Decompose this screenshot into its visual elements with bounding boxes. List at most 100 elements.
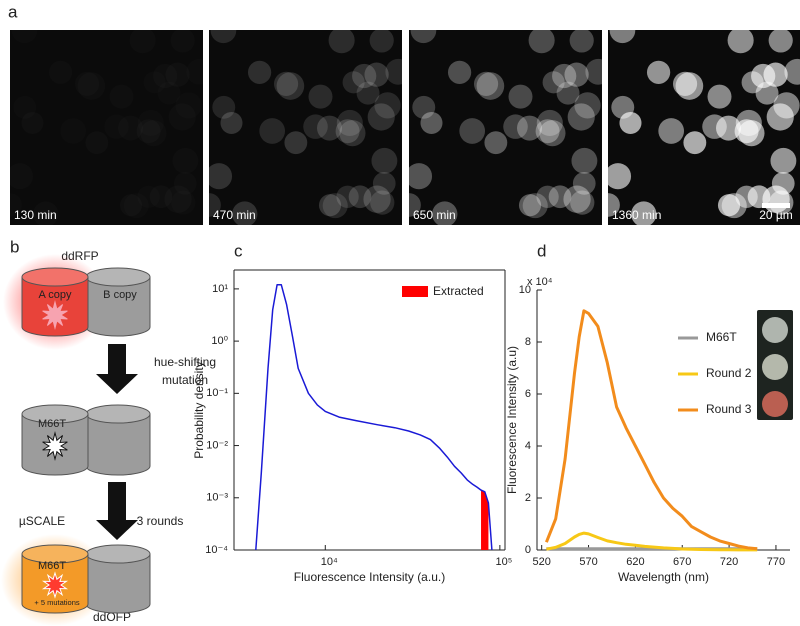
time-label: 130 min (14, 208, 57, 222)
cell (276, 72, 305, 100)
cell (571, 147, 598, 174)
panel-label: c (234, 241, 243, 260)
cell (49, 61, 72, 84)
cell (536, 185, 559, 208)
cell (385, 58, 402, 85)
cell (356, 81, 380, 105)
cell (259, 118, 286, 144)
panel-label: d (537, 241, 546, 260)
x-tick-label: 10⁴ (321, 556, 338, 568)
cell (308, 84, 333, 109)
step-label: mutation (162, 373, 208, 387)
cell (608, 193, 620, 217)
cell (707, 84, 732, 109)
cell (247, 60, 272, 84)
cell (363, 185, 391, 213)
step-label: hue-shifting (154, 355, 216, 369)
cell (755, 81, 779, 105)
cylinder-top (21, 267, 89, 287)
cylinder-top (85, 544, 151, 564)
cell (339, 120, 366, 147)
cell (336, 185, 359, 208)
cylinder-top (85, 267, 151, 287)
method-label: µSCALE (19, 514, 65, 528)
cell (186, 59, 212, 85)
cell (165, 63, 189, 87)
series-line (545, 309, 758, 551)
cell (570, 190, 595, 215)
y-tick-label: 4 (525, 440, 531, 452)
cell (60, 118, 86, 144)
cell (420, 111, 443, 134)
legend-label: Extracted (433, 284, 484, 298)
cell (484, 131, 508, 155)
burst (41, 571, 69, 599)
series-line (546, 531, 758, 552)
cell (784, 58, 800, 85)
cell (631, 201, 657, 225)
y-tick-label: 10⁻⁴ (205, 544, 228, 556)
cell (210, 30, 237, 44)
panel-label: b (10, 237, 19, 256)
micrograph (209, 30, 402, 225)
legend-label: M66T (706, 330, 737, 344)
cell (768, 30, 793, 53)
cell (412, 95, 436, 119)
cell (120, 194, 142, 216)
cell (284, 131, 308, 155)
cell (738, 120, 765, 147)
cell (335, 119, 360, 144)
cell (770, 147, 797, 174)
cell (535, 119, 560, 144)
y-tick-label: 10¹ (212, 283, 228, 295)
cell (232, 201, 258, 225)
cell (138, 110, 164, 136)
x-tick-label: 570 (579, 556, 597, 568)
cell (318, 194, 342, 217)
cell (619, 111, 642, 134)
cell (175, 92, 201, 118)
cell (508, 84, 533, 109)
cell (220, 111, 243, 134)
time-label: 650 min (413, 208, 456, 222)
burst (42, 300, 68, 330)
cell (716, 115, 742, 141)
cell (552, 63, 577, 89)
cell (348, 185, 372, 209)
cell (528, 30, 555, 54)
cell (646, 60, 671, 84)
highlight-region (481, 490, 489, 550)
x-tick-label: 520 (533, 556, 551, 568)
y-tick-label: 10⁻² (206, 439, 228, 451)
x-tick-label: 10⁵ (495, 556, 512, 568)
rounds-label: 3 rounds (137, 514, 184, 528)
cell (476, 72, 505, 100)
cell (85, 131, 108, 154)
cell (608, 163, 632, 190)
scale-label: 20 µm (759, 208, 793, 222)
cell (536, 109, 563, 137)
micrograph (10, 30, 203, 225)
inset-well (762, 391, 788, 417)
cell (336, 109, 363, 137)
y-multiplier: x 10⁴ (527, 276, 553, 288)
micrograph (409, 30, 602, 225)
y-tick-label: 6 (525, 388, 531, 400)
y-tick-label: 10 (519, 284, 531, 296)
cell (369, 30, 394, 53)
cylinder-top (21, 404, 89, 424)
mutation-label: M66T (38, 418, 66, 430)
y-tick-label: 2 (525, 492, 531, 504)
cell (763, 62, 788, 87)
y-axis-label: Probability density (192, 361, 206, 458)
cell (585, 58, 602, 85)
cell (21, 112, 43, 134)
cell (563, 185, 591, 213)
inset-well (762, 317, 788, 343)
cell (658, 118, 685, 144)
y-tick-label: 8 (525, 336, 531, 348)
time-label: 470 min (213, 208, 256, 222)
cell (735, 109, 762, 137)
cell (130, 27, 156, 53)
